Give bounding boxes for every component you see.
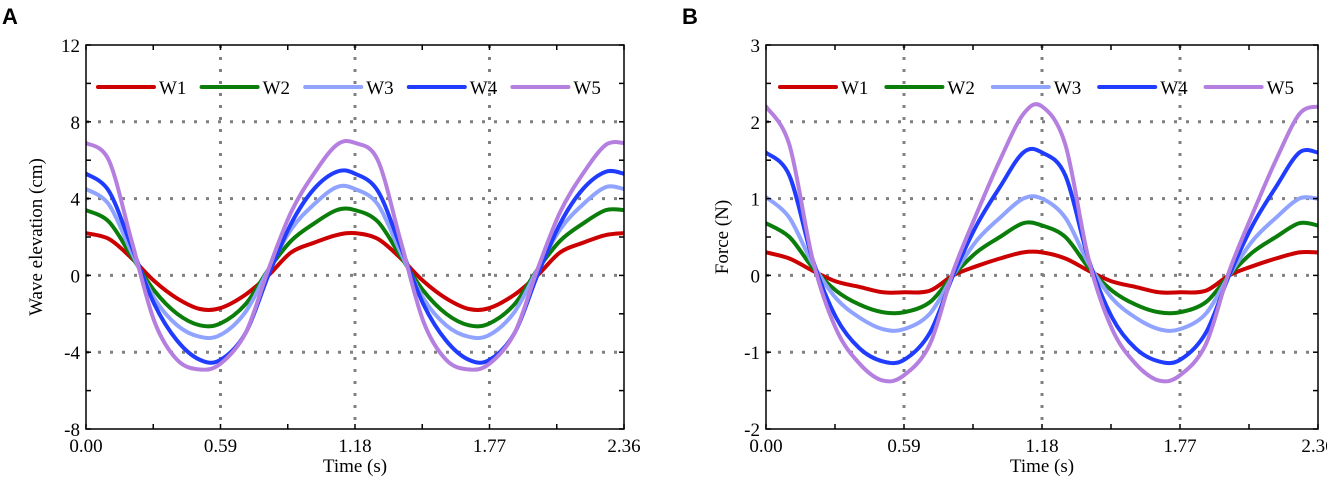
x-tick-label: 1.77 (473, 436, 506, 457)
y-tick-label: 8 (71, 113, 81, 134)
legend-label-w4: W4 (1160, 78, 1188, 99)
x-tick-label: 2.36 (607, 436, 640, 457)
y-tick-label: -1 (744, 343, 760, 364)
y-tick-label: 4 (71, 190, 81, 211)
x-tick-label: 0.00 (749, 436, 782, 457)
legend-label-w5: W5 (1267, 78, 1294, 99)
panel-letter: A (2, 4, 18, 29)
legend-label-w2: W2 (947, 78, 974, 99)
legend-label-w2: W2 (263, 78, 290, 99)
panel-b: B 0.00 0.59 1.18 1.77 2.36 -2 -1 0 1 2 3 Time (s) For… (682, 4, 1327, 477)
legend-label-w3: W3 (1054, 78, 1081, 99)
legend-label-w4: W4 (470, 78, 498, 99)
y-tick-label: 0 (751, 266, 761, 287)
legend-label-w3: W3 (366, 78, 393, 99)
legend: W1 W2 W3 W4 W5 (96, 78, 601, 99)
panel-letter: B (682, 4, 698, 29)
x-tick-label: 1.18 (1025, 436, 1058, 457)
series-line-w5 (766, 102, 1318, 384)
legend-label-w5: W5 (573, 78, 600, 99)
y-axis-label: Wave elevation (cm) (26, 158, 47, 316)
x-axis-label: Time (s) (1010, 456, 1074, 477)
x-tick-label: 1.18 (338, 436, 371, 457)
y-tick-label: -2 (744, 420, 760, 441)
y-tick-label: 12 (61, 36, 80, 57)
y-tick-label: 0 (71, 266, 81, 287)
x-axis-label: Time (s) (323, 456, 387, 477)
y-tick-label: -8 (64, 420, 80, 441)
y-tick-label: -4 (64, 343, 80, 364)
panel-a: A 0.00 0.59 1.18 1.77 2.36 -8 -4 0 4 8 12 Time (s) Wa… (2, 4, 641, 477)
legend-label-w1: W1 (841, 78, 868, 99)
y-axis-label: Force (N) (712, 200, 733, 274)
series-line-w5 (86, 139, 624, 372)
x-tick-label: 0.59 (204, 436, 237, 457)
y-tick-label: 1 (751, 190, 761, 211)
y-tick-label: 3 (751, 36, 761, 57)
x-tick-label: 0.59 (887, 436, 920, 457)
x-tick-label: 1.77 (1163, 436, 1196, 457)
x-tick-label: 0.00 (69, 436, 102, 457)
y-tick-label: 2 (751, 113, 761, 134)
legend-label-w1: W1 (159, 78, 186, 99)
legend: W1 W2 W3 W4 W5 (778, 78, 1294, 99)
x-tick-label: 2.36 (1301, 436, 1327, 457)
